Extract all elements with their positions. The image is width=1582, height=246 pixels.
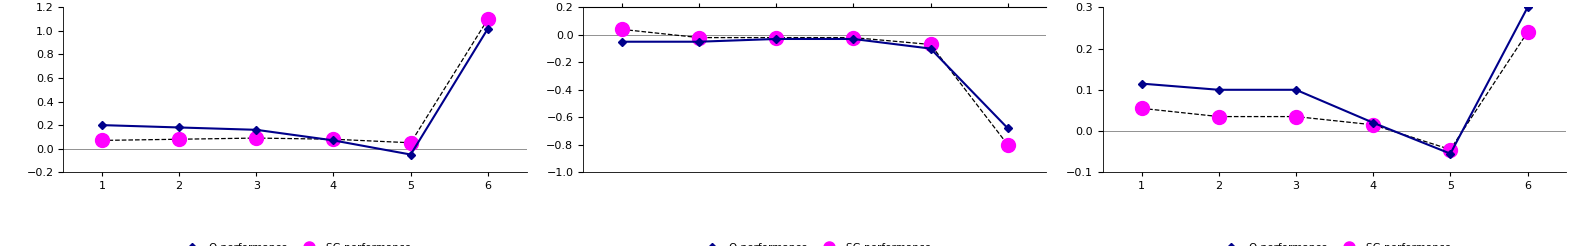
Legend: Q performance, SG performance: Q performance, SG performance <box>1218 243 1451 246</box>
Q performance <box>1519 6 1538 9</box>
Line: Q performance: Q performance <box>100 26 490 157</box>
Q performance <box>843 37 862 40</box>
Q performance <box>1133 82 1152 85</box>
Q performance <box>478 27 497 30</box>
Q performance <box>1286 88 1305 91</box>
Q performance <box>247 128 266 131</box>
Line: Q performance: Q performance <box>619 36 1011 131</box>
Q performance <box>767 37 786 40</box>
Q performance <box>402 153 421 156</box>
Q performance <box>92 124 111 127</box>
Q performance <box>1441 152 1460 155</box>
Q performance <box>169 126 188 129</box>
Q performance <box>690 40 709 43</box>
Q performance <box>324 139 343 142</box>
Q performance <box>1364 121 1383 124</box>
Line: Q performance: Q performance <box>1139 5 1530 156</box>
Q performance <box>1209 88 1228 91</box>
Legend: Q performance, SG performance: Q performance, SG performance <box>699 243 930 246</box>
Q performance <box>612 40 631 43</box>
Q performance <box>921 47 940 50</box>
Legend: Q performance, SG performance: Q performance, SG performance <box>179 243 411 246</box>
Q performance <box>998 127 1017 130</box>
